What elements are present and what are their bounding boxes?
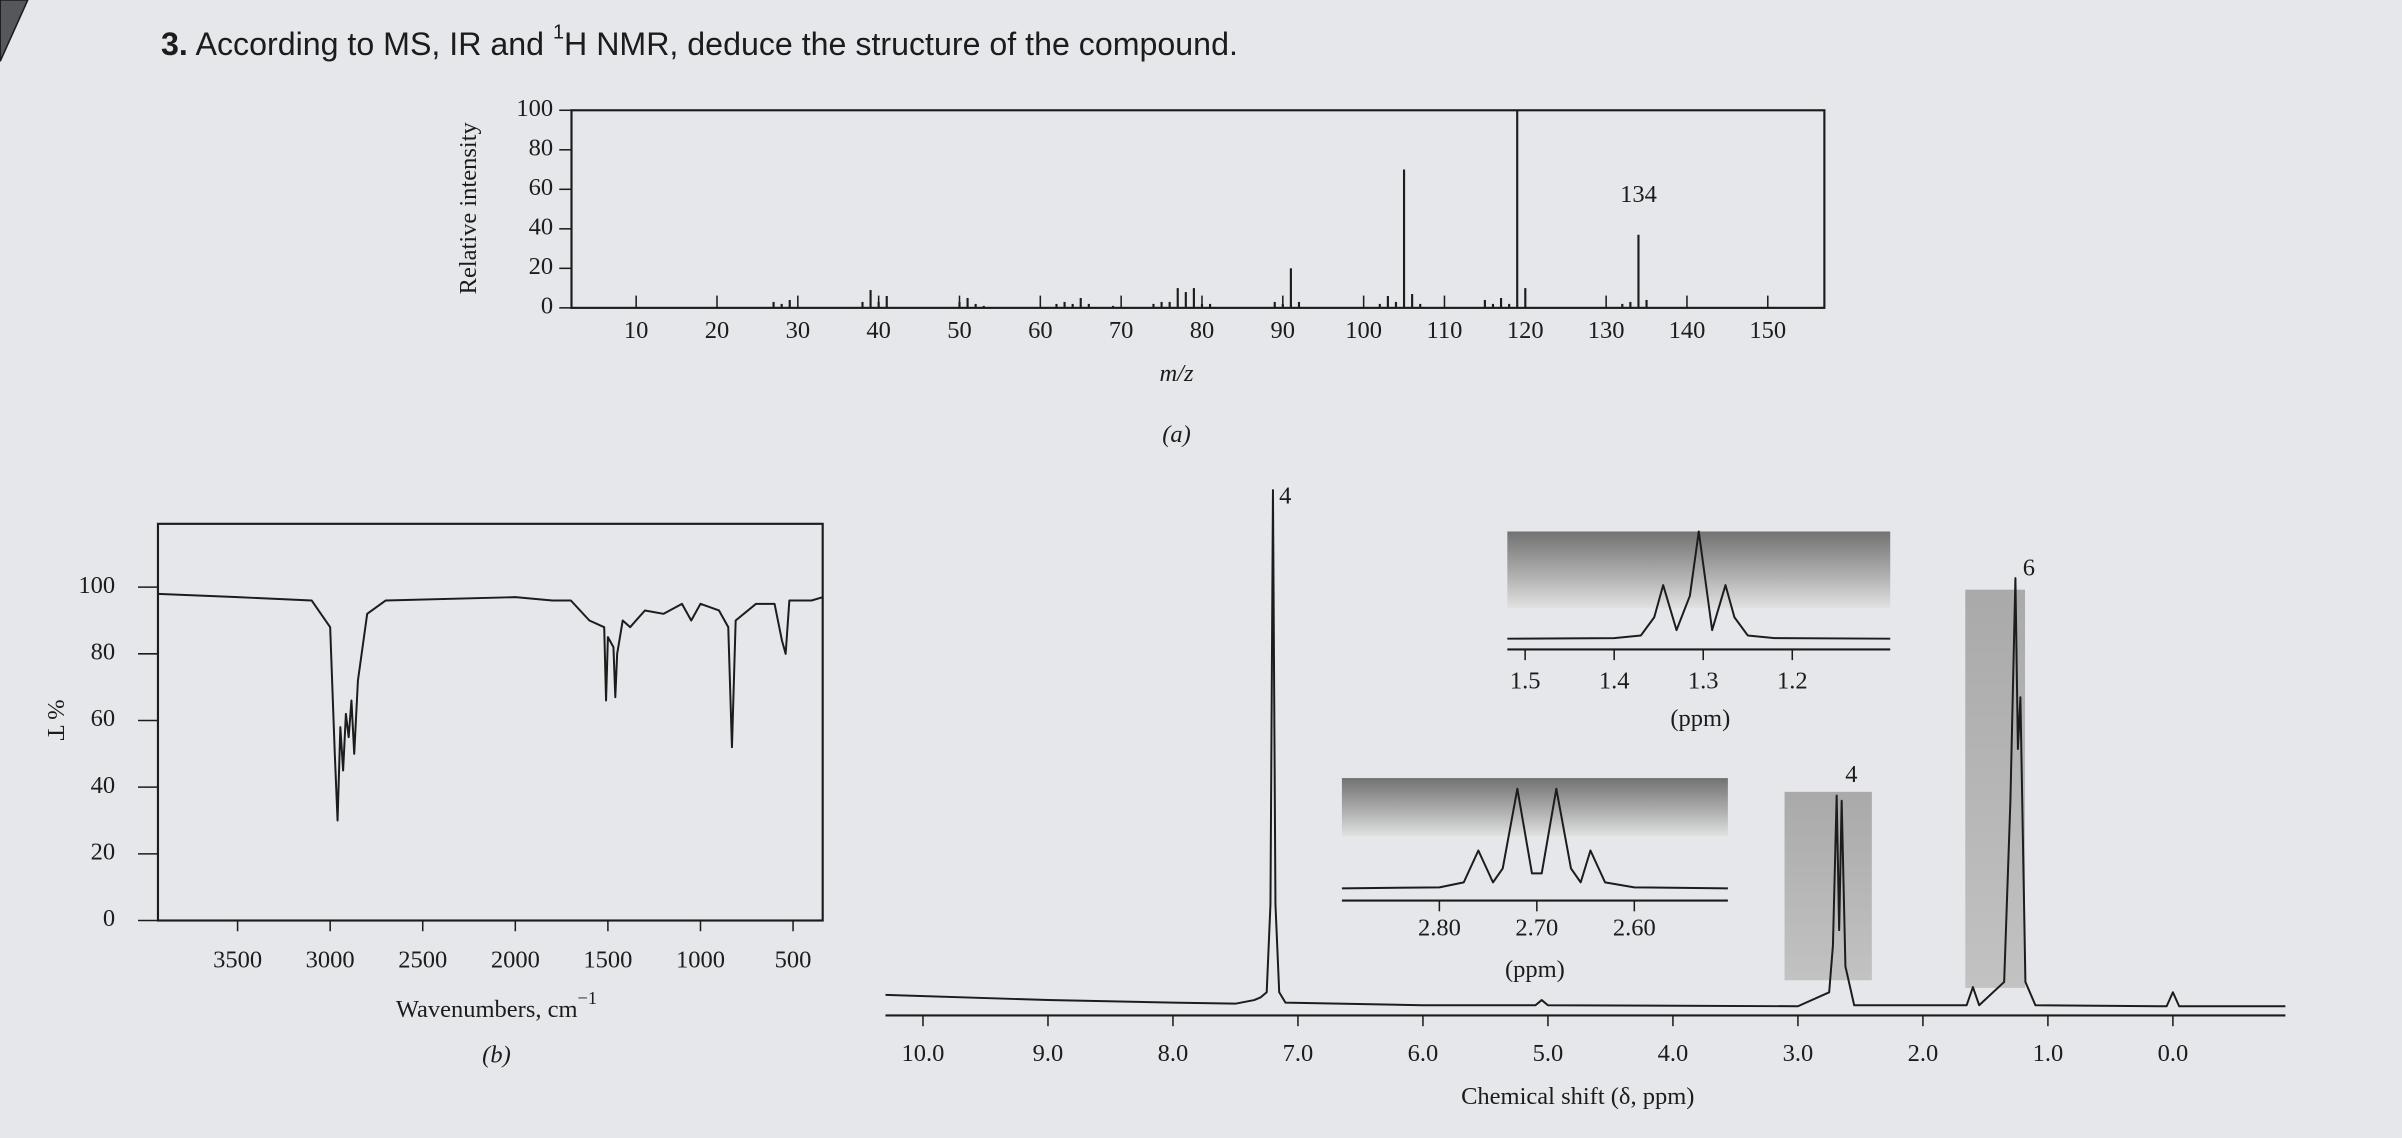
x-tick-label: 4.0 <box>1658 1040 1689 1067</box>
x-tick-label: 80 <box>1190 317 1215 344</box>
x-tick-label: 1.4 <box>1599 668 1630 695</box>
x-tick-label: 2.70 <box>1515 914 1558 941</box>
caption: (a) <box>1162 421 1191 448</box>
x-axis-label-superscript: −1 <box>578 988 598 1008</box>
x-tick-label: 150 <box>1749 317 1786 344</box>
x-tick-label: 7.0 <box>1283 1040 1314 1067</box>
caption: (b) <box>482 1041 511 1068</box>
x-tick-label: 1.2 <box>1777 668 1808 695</box>
y-tick-label: 20 <box>529 253 554 280</box>
question: 3. According to MS, IR and 1H NMR, deduce… <box>161 22 1238 61</box>
x-axis-label: Wavenumbers, cm−1 <box>396 988 597 1022</box>
y-tick-label: 20 <box>91 838 115 865</box>
x-tick-label: 2.60 <box>1613 914 1656 941</box>
noise-band <box>1341 778 1728 837</box>
y-tick-label: 40 <box>529 213 554 240</box>
y-tick-label: 60 <box>91 705 115 732</box>
plot-frame <box>570 109 1826 309</box>
y-tick-label: 100 <box>516 95 553 122</box>
x-tick-label: 2.80 <box>1418 914 1461 941</box>
x-axis-label-text: (ppm) <box>1505 956 1565 983</box>
x-tick-label: 2000 <box>491 946 540 973</box>
x-tick-label: 140 <box>1669 317 1706 344</box>
x-tick-label: 3500 <box>213 946 262 973</box>
annotation: 6 <box>2023 554 2035 581</box>
x-tick-label: 10 <box>624 317 649 344</box>
x-axis-label: m/z <box>1159 360 1194 387</box>
x-tick-label: 0.0 <box>2158 1040 2189 1067</box>
noise-band <box>1784 791 1872 981</box>
x-axis-label-text: Chemical shift (δ, ppm) <box>1461 1083 1694 1110</box>
x-tick-label: 2500 <box>398 946 447 973</box>
x-tick-label: 90 <box>1271 317 1295 344</box>
question-superscript: 1 <box>553 22 564 44</box>
question-text-after: H NMR, deduce the structure of the compo… <box>564 25 1238 61</box>
x-axis-label: Chemical shift (δ, ppm) <box>1461 1083 1694 1110</box>
annotation: 134 <box>1620 181 1657 208</box>
x-tick-label: 10.0 <box>902 1040 945 1067</box>
x-tick-label: 500 <box>775 946 812 973</box>
x-axis-label-text: (ppm) <box>1670 704 1730 731</box>
x-tick-label: 3000 <box>306 946 355 973</box>
y-tick-label: 80 <box>529 134 554 161</box>
x-tick-label: 2.0 <box>1908 1040 1939 1067</box>
x-tick-label: 3.0 <box>1783 1040 1814 1067</box>
spectrum-trace <box>885 489 2286 1008</box>
y-tick-label: 0 <box>541 292 553 319</box>
x-axis-label: (ppm) <box>1670 704 1730 731</box>
spectrum-trace <box>1507 530 1891 640</box>
spectrum-trace <box>1341 787 1728 890</box>
annotation: 4 <box>1845 761 1857 788</box>
x-tick-label: 60 <box>1028 317 1053 344</box>
x-tick-label: 100 <box>1345 317 1382 344</box>
x-tick-label: 110 <box>1427 317 1463 344</box>
x-tick-label: 8.0 <box>1158 1040 1189 1067</box>
x-tick-label: 1.0 <box>2033 1040 2064 1067</box>
y-tick-label: 60 <box>529 174 554 201</box>
x-tick-label: 1000 <box>676 946 725 973</box>
y-tick-label: 100 <box>78 572 115 599</box>
x-tick-label: 70 <box>1109 317 1134 344</box>
x-tick-label: 9.0 <box>1033 1040 1064 1067</box>
question-number: 3. <box>161 25 188 61</box>
y-tick-label: 0 <box>103 905 115 932</box>
x-tick-label: 5.0 <box>1533 1040 1564 1067</box>
x-tick-label: 50 <box>947 317 972 344</box>
noise-band <box>1965 589 2026 988</box>
x-tick-label: 1500 <box>583 946 632 973</box>
noise-band <box>1507 531 1891 609</box>
x-axis-label-text: Wavenumbers, cm <box>396 995 578 1022</box>
y-axis-label: Relative intensity <box>455 121 482 294</box>
x-tick-label: 1.3 <box>1688 668 1719 695</box>
spectrum-trace <box>157 592 823 822</box>
x-tick-label: 130 <box>1588 317 1625 344</box>
x-tick-label: 20 <box>705 317 729 344</box>
x-tick-label: 30 <box>786 317 811 344</box>
y-tick-label: 40 <box>91 772 115 799</box>
x-tick-label: 1.5 <box>1510 668 1541 695</box>
x-tick-label: 40 <box>866 317 890 344</box>
shadow-corner <box>0 0 29 62</box>
x-axis-label: (ppm) <box>1505 956 1565 983</box>
plot-frame <box>156 522 824 922</box>
x-tick-label: 6.0 <box>1408 1040 1439 1067</box>
question-text: According to MS, IR and <box>196 25 553 61</box>
annotation: 4 <box>1279 482 1291 509</box>
x-tick-label: 120 <box>1507 317 1544 344</box>
y-tick-label: 80 <box>91 638 115 665</box>
y-axis-label: % T <box>42 699 69 740</box>
x-axis-label-text: m/z <box>1159 360 1194 387</box>
